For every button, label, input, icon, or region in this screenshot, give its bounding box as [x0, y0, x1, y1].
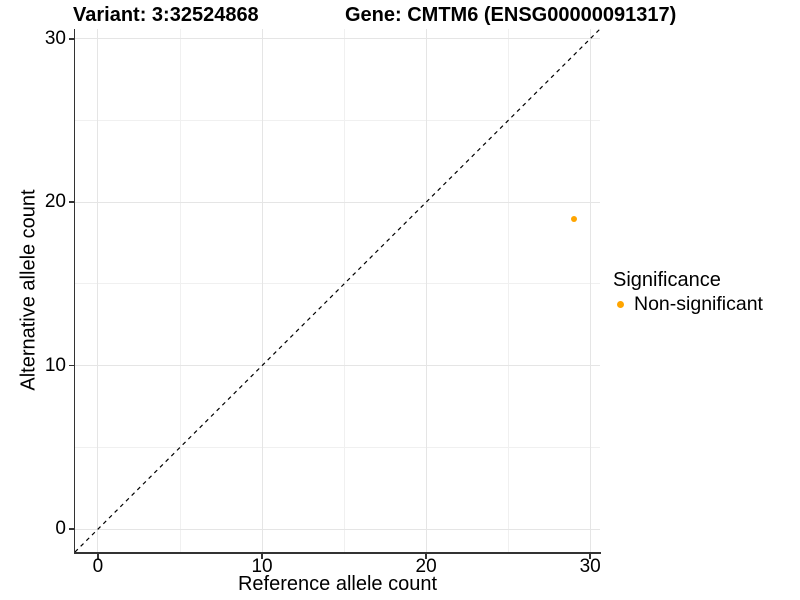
x-axis-tick [425, 553, 427, 559]
y-axis-tick [69, 38, 74, 40]
gridline-minor-vertical [179, 29, 181, 552]
x-axis-tick-label: 0 [92, 556, 104, 577]
legend: Significance Non-significant [613, 269, 763, 316]
gridline-minor-vertical [343, 29, 345, 552]
gridline-minor-horizontal [75, 283, 600, 285]
y-axis-line [73, 29, 75, 554]
y-axis-tick-label: 10 [44, 354, 66, 376]
x-axis-tick-label: 10 [251, 556, 273, 577]
gridline-minor-vertical [507, 29, 509, 552]
x-axis-tick-label: 30 [579, 556, 601, 577]
gridline-major-horizontal [75, 528, 600, 530]
gridline-major-vertical [97, 29, 99, 552]
x-axis-tick [97, 553, 99, 559]
y-axis-tick-label: 30 [44, 27, 66, 49]
gridline-major-horizontal [75, 365, 600, 367]
x-axis-title: Reference allele count [237, 573, 437, 595]
gridline-major-vertical [589, 29, 591, 552]
x-axis-tick [589, 553, 591, 559]
gridline-minor-horizontal [75, 120, 600, 122]
gridline-major-vertical [425, 29, 427, 552]
x-axis-line [73, 552, 601, 554]
identity-line [75, 29, 600, 552]
gridline-minor-horizontal [75, 446, 600, 448]
y-axis-tick-label: 20 [44, 191, 66, 213]
y-axis-tick [69, 201, 74, 203]
x-axis-tick [261, 553, 263, 559]
plot-panel [75, 29, 600, 552]
x-axis-tick-label: 20 [415, 556, 437, 577]
gridline-major-horizontal [75, 201, 600, 203]
y-axis-tick-label: 0 [55, 518, 66, 540]
plot-title-gene: Gene: CMTM6 (ENSG00000091317) [345, 4, 677, 26]
plot-title-variant: Variant: 3:32524868 [73, 4, 259, 26]
gridline-major-vertical [261, 29, 263, 552]
legend-title: Significance [613, 269, 721, 291]
y-axis-tick [69, 528, 74, 530]
legend-item-label: Non-significant [634, 293, 763, 315]
legend-item-non-significant: Non-significant [613, 292, 763, 316]
data-point [570, 215, 577, 222]
gridline-major-horizontal [75, 38, 600, 40]
y-axis-tick [69, 364, 74, 367]
legend-point-icon [617, 301, 624, 308]
